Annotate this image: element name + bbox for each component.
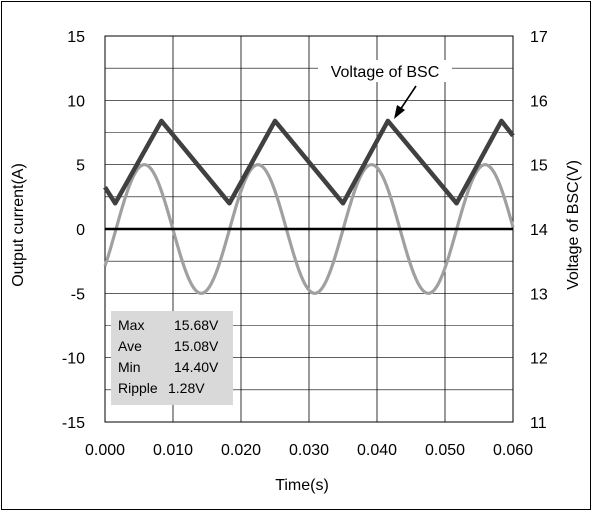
y-left-axis-title: Output current(A) xyxy=(10,163,27,287)
y-left-tick-label: -10 xyxy=(62,351,85,368)
voltage-line xyxy=(103,118,515,206)
y-left-tick-label: 5 xyxy=(76,158,85,175)
x-tick-label: 0.060 xyxy=(493,442,533,459)
x-tick-label: 0.030 xyxy=(289,442,329,459)
annotation-label: Voltage of BSC xyxy=(331,64,440,81)
y-left-tick-label: 0 xyxy=(76,222,85,239)
annotation-background xyxy=(318,60,452,82)
y-left-tick-label: -15 xyxy=(62,415,85,432)
x-tick-label: 0.020 xyxy=(221,442,261,459)
y-right-tick-labels: 17 16 15 14 13 12 11 xyxy=(530,29,548,432)
x-tick-label: 0.000 xyxy=(85,442,125,459)
y-right-tick-label: 16 xyxy=(530,93,548,110)
x-axis-title: Time(s) xyxy=(275,477,329,494)
stat-ave-value: 15.08V xyxy=(174,338,219,354)
stat-ripple-value: 1.28V xyxy=(168,380,205,396)
y-right-tick-label: 12 xyxy=(530,351,548,368)
y-right-tick-label: 13 xyxy=(530,286,548,303)
stat-max-label: Max xyxy=(118,317,144,333)
y-left-tick-label: 15 xyxy=(67,29,85,46)
stats-box: Max 15.68V Ave 15.08V Min 14.40V Ripple … xyxy=(111,311,233,405)
stats-background xyxy=(111,311,233,405)
stat-min-value: 14.40V xyxy=(174,359,219,375)
stat-min-label: Min xyxy=(118,359,141,375)
y-right-tick-label: 17 xyxy=(530,29,548,46)
y-right-tick-label: 14 xyxy=(530,222,548,239)
y-left-tick-label: 10 xyxy=(67,93,85,110)
y-left-tick-labels: 15 10 5 0 -5 -10 -15 xyxy=(62,29,85,432)
y-right-tick-label: 11 xyxy=(530,415,547,432)
voltage-series xyxy=(103,118,515,206)
stat-ripple-label: Ripple xyxy=(118,380,158,396)
stat-ave-label: Ave xyxy=(118,338,142,354)
x-tick-label: 0.010 xyxy=(153,442,193,459)
y-right-tick-label: 15 xyxy=(530,158,548,175)
x-tick-label: 0.050 xyxy=(425,442,465,459)
annotation-arrowhead xyxy=(394,105,405,119)
y-left-tick-label: -5 xyxy=(71,286,85,303)
y-right-axis-title: Voltage of BSC(V) xyxy=(565,160,582,290)
x-tick-labels: 0.000 0.010 0.020 0.030 0.040 0.050 0.060 xyxy=(85,442,533,459)
annotation: Voltage of BSC xyxy=(318,60,452,119)
x-tick-label: 0.040 xyxy=(357,442,397,459)
stat-max-value: 15.68V xyxy=(174,317,219,333)
